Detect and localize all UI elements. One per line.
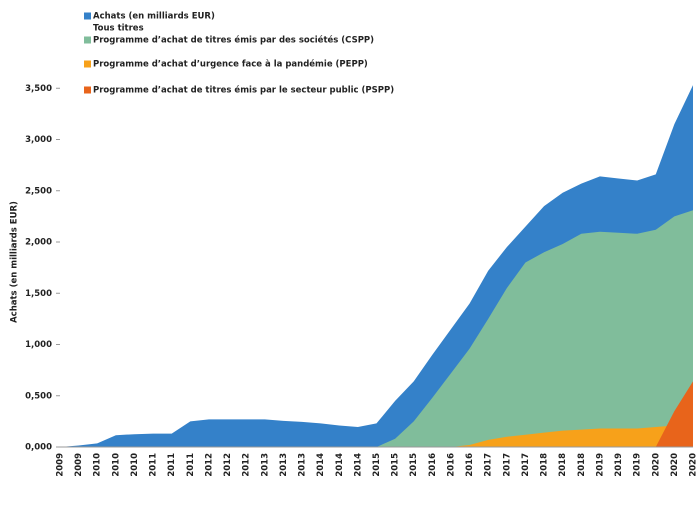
x-tick-label: 2011 (186, 453, 196, 477)
x-tick-label: 2017 (502, 453, 512, 477)
x-tick-label: 2017 (521, 453, 531, 477)
x-tick-label: 2009 (56, 453, 66, 477)
x-tick-label: 2018 (558, 453, 568, 477)
y-axis-title: Achats (en milliards EUR) (10, 201, 20, 323)
area (450, 423, 693, 447)
x-tick-label: 2009 (74, 453, 84, 477)
x-tick-label: 2020 (689, 453, 699, 477)
x-tick-label: 2015 (391, 453, 401, 477)
x-tick-label: 2019 (595, 453, 605, 477)
x-tick-label: 2018 (577, 453, 587, 477)
x-tick-label: 2012 (223, 453, 233, 477)
x-tick-label: 2014 (335, 453, 345, 477)
x-tick-label: 2011 (149, 453, 159, 477)
legend-swatch (84, 12, 91, 20)
x-tick-label: 2014 (353, 453, 363, 477)
y-tick-label: 1,000 (25, 340, 52, 350)
y-tick-label: 0,500 (25, 391, 52, 401)
x-tick-label: 2019 (633, 453, 643, 477)
x-tick-label: 2018 (540, 453, 550, 477)
legend-swatch (84, 60, 91, 68)
x-tick-label: 2016 (428, 453, 438, 477)
x-tick-label: 2020 (651, 453, 661, 477)
x-tick-label: 2020 (670, 453, 680, 477)
y-tick-label: 2,000 (25, 238, 52, 248)
x-tick-label: 2012 (242, 453, 252, 477)
x-tick-label: 2015 (409, 453, 419, 477)
legend-label: Tous titres (93, 24, 144, 34)
x-tick-label: 2013 (298, 453, 308, 477)
x-tick-label: 2017 (484, 453, 494, 477)
x-tick-label: 2010 (130, 453, 140, 477)
area (376, 210, 693, 447)
y-tick-label: 2,500 (25, 186, 52, 196)
x-tick-label: 2010 (111, 453, 121, 477)
x-tick-label: 2016 (465, 453, 475, 477)
x-tick-label: 2012 (204, 453, 214, 477)
legend-title: Achats (en milliards EUR) (93, 12, 215, 22)
x-tick-label: 2019 (614, 453, 624, 477)
area (655, 381, 693, 447)
y-tick-label: 3,000 (25, 135, 52, 145)
legend-label: Programme d’achat d’urgence face à la pa… (93, 59, 368, 70)
x-tick-label: 2011 (167, 453, 177, 477)
x-tick-label: 2010 (93, 453, 103, 477)
y-tick-label: 1,500 (25, 289, 52, 299)
x-tick-label: 2015 (372, 453, 382, 477)
x-tick-label: 2014 (316, 453, 326, 477)
legend-label: Programme d’achat de titres émis par des… (93, 35, 374, 46)
x-tick-label: 2013 (279, 453, 289, 477)
x-tick-label: 2013 (260, 453, 270, 477)
legend-label: Programme d’achat de titres émis par le … (93, 85, 394, 96)
y-tick-label: 0,000 (25, 443, 52, 453)
legend-swatch (84, 86, 91, 94)
x-tick-label: 2016 (446, 453, 456, 477)
y-tick-label: 3,500 (25, 84, 52, 94)
legend-swatch (84, 36, 91, 44)
